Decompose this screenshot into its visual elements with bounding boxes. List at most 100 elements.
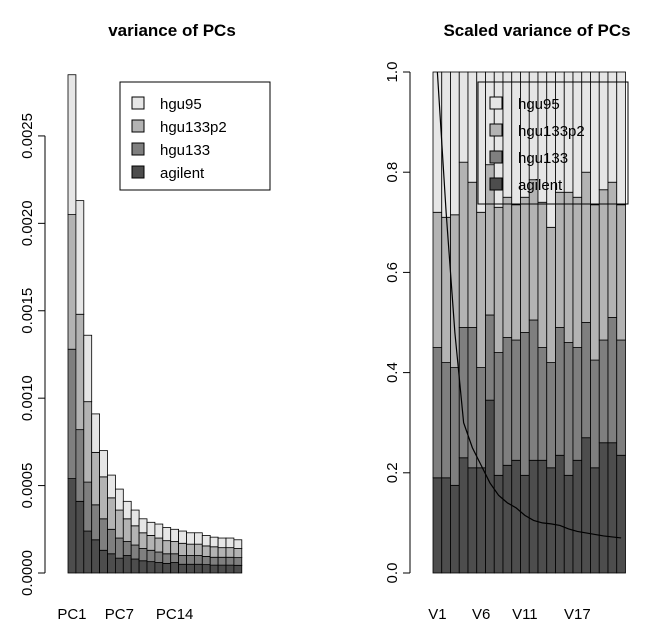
scaled-variance-chart-y-axis: 0.0 0.2 0.4 0.6 0.8 1.0	[384, 62, 411, 584]
bar-hgu133-PC14	[170, 553, 179, 563]
variance-chart-y-axis: 0.0000 0.0005 0.0010 0.0015 0.0020 0.0025	[19, 113, 46, 596]
bar-hgu95-V21	[607, 71, 618, 183]
bar-agilent-V20	[598, 442, 609, 574]
bar-agilent-PC6	[107, 553, 116, 574]
bar-hgu95-PC8	[122, 500, 132, 520]
bar-agilent-V16	[563, 474, 574, 574]
bar-hgu133p2-PC16	[186, 543, 195, 556]
bar-hgu95-PC9	[130, 509, 140, 527]
bar-hgu95-V5	[467, 71, 478, 183]
y-tick-label: 0.0005	[19, 463, 36, 509]
bar-agilent-V19	[590, 467, 600, 574]
bar-agilent-PC11	[146, 561, 156, 574]
bar-hgu133-PC3	[83, 481, 93, 532]
bar-hgu95-PC17	[193, 532, 203, 545]
bar-agilent-PC22	[233, 564, 243, 574]
bar-hgu133p2-PC10	[138, 532, 148, 549]
x-tick-label: PC1	[57, 606, 86, 623]
bar-hgu133p2-PC2	[75, 313, 85, 431]
legend-label-hgu133: hgu133	[518, 150, 568, 167]
bar-hgu133-V7	[485, 314, 495, 401]
bar-hgu133-PC17	[193, 555, 203, 565]
bar-hgu95-PC22	[233, 539, 243, 549]
scaled-variance-chart-title: Scaled variance of PCs	[443, 21, 630, 40]
bar-hgu133-V8	[493, 352, 504, 476]
variance-chart-title: variance of PCs	[108, 21, 236, 40]
x-tick-label: PC14	[156, 606, 194, 623]
bar-hgu133-PC5	[99, 518, 108, 551]
bar-hgu133p2-PC17	[193, 543, 203, 556]
bar-hgu95-PC6	[107, 474, 116, 499]
bar-agilent-V10	[511, 459, 521, 574]
y-tick-label: 0.0025	[19, 113, 36, 159]
bar-agilent-PC4	[91, 539, 100, 574]
bar-agilent-V17	[572, 459, 583, 574]
scaled-variance-chart-curve	[436, 71, 622, 539]
bar-hgu133-V16	[563, 342, 574, 476]
bar-hgu133p2-PC9	[130, 525, 140, 546]
variance-chart-bars	[67, 74, 243, 574]
legend-swatch-hgu133	[489, 150, 503, 164]
bar-hgu133p2-V16	[563, 191, 574, 343]
bar-hgu95-PC13	[162, 527, 172, 542]
y-tick-label: 0.0010	[19, 375, 36, 421]
bar-agilent-V12	[528, 459, 539, 574]
bar-hgu133p2-PC22	[233, 548, 243, 559]
bar-agilent-V1	[432, 477, 443, 574]
bar-hgu133-PC2	[75, 429, 85, 502]
bar-hgu95-PC21	[225, 537, 235, 549]
bar-hgu133p2-PC1	[67, 214, 77, 350]
bar-agilent-PC21	[225, 564, 235, 574]
bar-hgu133-V20	[598, 339, 609, 444]
scaled-variance-chart: Scaled variance of PCs 0.0 0.2 0.4 0.6 0.8 1.…	[384, 21, 631, 623]
bar-agilent-V14	[546, 467, 556, 574]
legend-swatch-hgu95	[131, 96, 145, 110]
bar-hgu133-V17	[572, 347, 583, 461]
bar-agilent-V5	[467, 467, 478, 574]
bar-agilent-PC14	[170, 562, 179, 574]
bar-hgu133-V10	[511, 339, 521, 461]
bar-agilent-PC8	[122, 555, 132, 574]
bar-hgu133-PC4	[91, 504, 100, 541]
bar-agilent-V3	[450, 484, 460, 574]
bar-hgu133p2-PC7	[115, 509, 124, 539]
bar-hgu133-PC9	[130, 544, 140, 560]
bar-hgu133p2-V2	[441, 216, 451, 363]
bar-hgu133p2-V22	[616, 204, 626, 341]
legend-box	[477, 81, 629, 205]
legend-label-hgu133: hgu133	[160, 142, 210, 159]
bar-agilent-V4	[458, 457, 469, 574]
bar-agilent-PC20	[217, 564, 227, 574]
bar-hgu133-PC18	[201, 555, 211, 566]
bar-hgu133p2-PC13	[162, 540, 172, 555]
bar-hgu133p2-PC15	[178, 542, 187, 556]
y-tick-label: 0.0	[384, 563, 401, 584]
bar-agilent-PC17	[193, 563, 203, 574]
bar-hgu133-PC7	[115, 537, 124, 559]
bar-agilent-V11	[520, 474, 530, 574]
bar-agilent-PC12	[154, 562, 164, 574]
x-tick-label: V1	[428, 606, 446, 623]
bar-hgu133p2-V6	[476, 211, 486, 368]
y-tick-label: 0.4	[384, 362, 401, 383]
bar-hgu95-V19	[590, 71, 600, 206]
bar-hgu133-V15	[555, 327, 565, 456]
bar-agilent-PC16	[186, 563, 195, 574]
bar-hgu133p2-V4	[458, 161, 469, 328]
bar-hgu133p2-V1	[432, 211, 443, 348]
bar-hgu133-PC13	[162, 553, 172, 564]
bar-agilent-PC10	[138, 560, 148, 574]
scaled-variance-chart-x-axis: V1 V6 V11 V17	[428, 606, 591, 623]
bar-hgu133-V22	[616, 339, 626, 456]
bar-hgu95-PC4	[91, 413, 100, 453]
bar-hgu133-PC15	[178, 555, 187, 565]
bar-agilent-PC7	[115, 557, 124, 574]
bar-hgu133p2-PC6	[107, 497, 116, 530]
bar-agilent-PC19	[209, 564, 219, 574]
bar-agilent-PC5	[99, 549, 108, 574]
bar-hgu133p2-V19	[590, 204, 600, 361]
x-tick-label: V17	[564, 606, 591, 623]
bar-agilent-V6	[476, 467, 486, 574]
legend-swatch-hgu133p2	[131, 119, 145, 133]
bar-hgu133p2-PC11	[146, 535, 156, 551]
